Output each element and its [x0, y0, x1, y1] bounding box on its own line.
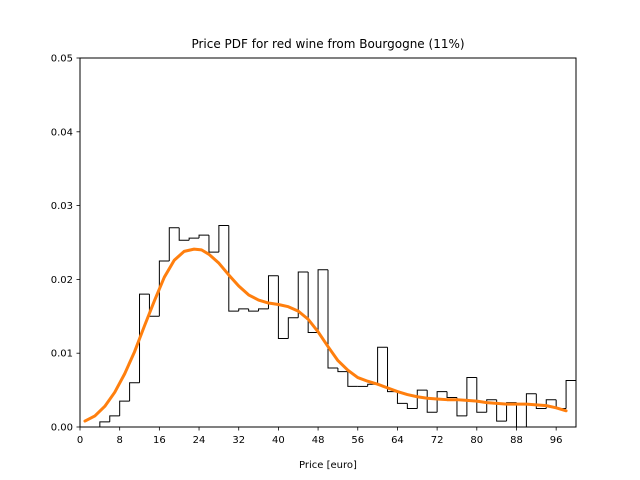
histogram-bar — [129, 382, 140, 402]
histogram-bar — [119, 400, 130, 416]
x-tick-label: 24 — [193, 435, 206, 446]
plot-area: 0 8 16 24 32 40 48 56 64 72 80 88 96 0.00 0.01 0.02 0.03… — [51, 54, 577, 446]
histogram-bar — [416, 389, 428, 409]
kde-line — [83, 247, 568, 423]
histogram-bar — [178, 227, 190, 241]
x-tick-label: 96 — [550, 435, 563, 446]
histogram-bar — [208, 235, 219, 253]
histogram-bar — [158, 260, 170, 317]
x-tick-label: 8 — [116, 435, 122, 446]
y-tick-label: 0.01 — [51, 349, 73, 360]
x-tick-label: 80 — [470, 435, 483, 446]
histogram-bar — [496, 399, 507, 422]
y-tick-label: 0.04 — [51, 127, 73, 138]
histogram-bar — [396, 391, 408, 404]
histogram-bar — [228, 225, 239, 312]
x-tick-label: 56 — [351, 435, 364, 446]
histogram-bar — [218, 225, 229, 253]
histogram-bar — [347, 371, 358, 387]
histogram-bar — [139, 293, 150, 383]
histogram-bar — [377, 346, 388, 385]
histogram-bar — [456, 397, 467, 417]
histogram-bar — [198, 234, 209, 239]
y-tick-label: 0.05 — [51, 54, 73, 65]
histogram-bar — [267, 275, 279, 309]
histogram-bar — [109, 415, 120, 422]
x-axis-label: Price [euro] — [299, 460, 357, 471]
x-tick-label: 48 — [312, 435, 325, 446]
x-tick-label: 16 — [153, 435, 166, 446]
y-tick-label: 0.03 — [51, 201, 73, 212]
chart-title: Price PDF for red wine from Bourgogne (1… — [191, 37, 464, 51]
plot-frame — [79, 57, 577, 428]
histogram-bar — [168, 227, 180, 261]
histogram-bar — [258, 308, 269, 312]
histogram-bar — [99, 421, 110, 427]
histogram-bars — [80, 225, 577, 428]
y-tick-label: 0.02 — [51, 275, 73, 286]
x-tick-label: 40 — [272, 435, 285, 446]
histogram-bar — [188, 237, 200, 241]
histogram-bar — [476, 377, 487, 413]
histogram-bar — [436, 391, 448, 413]
histogram-bar — [466, 377, 477, 416]
histogram-bar — [307, 272, 319, 334]
histogram-bar — [297, 271, 309, 318]
histogram-bar — [406, 403, 418, 410]
histogram-bar — [535, 393, 547, 410]
histogram-bar — [287, 317, 299, 339]
x-tick-label: 88 — [510, 435, 523, 446]
histogram-bar — [277, 275, 289, 339]
x-tick-label: 32 — [232, 435, 245, 446]
histogram-bar — [446, 391, 457, 398]
x-tick-label: 64 — [391, 435, 404, 446]
x-tick-label: 72 — [431, 435, 444, 446]
histogram-bar — [525, 393, 537, 427]
histogram-bar — [327, 269, 338, 369]
histogram-bar — [238, 308, 249, 312]
x-tick-label: 0 — [77, 435, 83, 446]
histogram-bar — [248, 308, 259, 312]
y-tick-label: 0.00 — [51, 423, 73, 434]
histogram-bar — [486, 399, 497, 413]
histogram-bar — [317, 269, 328, 333]
histogram-bar — [337, 367, 348, 373]
